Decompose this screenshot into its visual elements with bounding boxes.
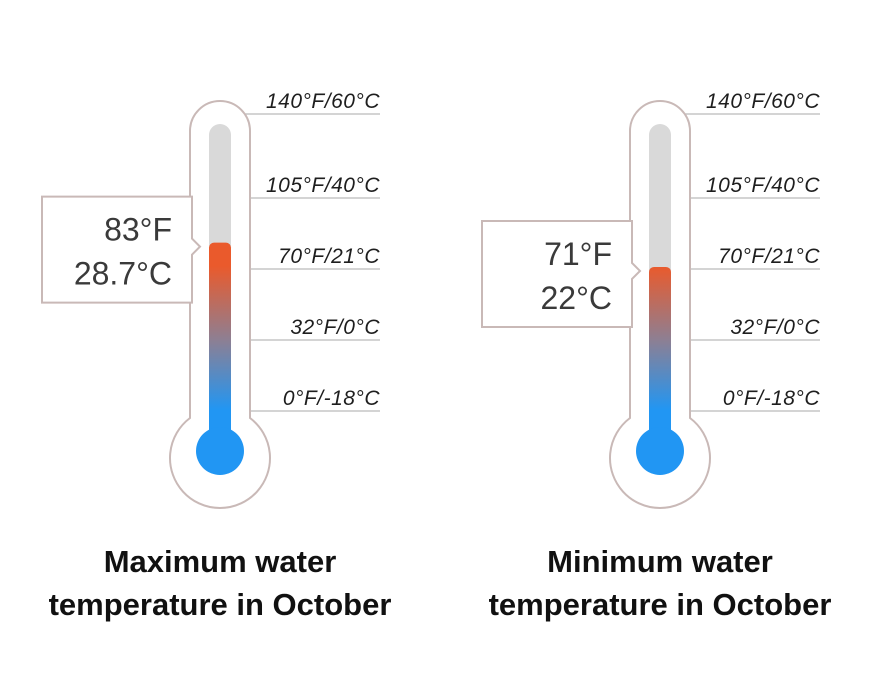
max-caption-line-1: Maximum water — [103, 544, 337, 579]
min-thermometer-bulb — [636, 427, 684, 475]
max-reading-callout — [41, 195, 202, 304]
min-reading-celsius: 22°C — [541, 280, 613, 316]
min-tick-label-140f: 140°F/60°C — [706, 90, 820, 113]
max-tick-label-32f: 32°F/0°C — [290, 316, 380, 339]
min-tick-label-0f: 0°F/-18°C — [723, 387, 820, 410]
min-caption-line-2: temperature in October — [488, 587, 832, 622]
min-tick-label-32f: 32°F/0°C — [730, 316, 820, 339]
max-thermometer: 140°F/60°C 105°F/40°C 70°F/21°C 32°F/0°C 0°F… — [41, 90, 380, 509]
min-caption-line-1: Minimum water — [547, 544, 773, 579]
min-reading-callout — [481, 219, 642, 328]
min-reading-fahrenheit: 71°F — [544, 236, 612, 272]
max-tick-label-0f: 0°F/-18°C — [283, 387, 380, 410]
max-caption-line-2: temperature in October — [48, 587, 392, 622]
max-reading-celsius: 28.7°C — [74, 256, 172, 292]
min-mercury-column — [649, 266, 671, 440]
min-temperature-caption: Minimum water temperature in October — [440, 540, 880, 626]
max-thermometer-bulb — [196, 427, 244, 475]
max-mercury-column — [209, 242, 231, 440]
max-temperature-caption: Maximum water temperature in October — [0, 540, 440, 626]
max-tick-label-70f: 70°F/21°C — [278, 245, 380, 268]
min-tick-label-70f: 70°F/21°C — [718, 245, 820, 268]
max-reading-fahrenheit: 83°F — [104, 212, 172, 248]
min-thermometer: 140°F/60°C 105°F/40°C 70°F/21°C 32°F/0°C 0°F… — [481, 90, 820, 509]
max-tick-label-105f: 105°F/40°C — [266, 174, 380, 197]
min-tick-label-105f: 105°F/40°C — [706, 174, 820, 197]
max-tick-label-140f: 140°F/60°C — [266, 90, 380, 113]
